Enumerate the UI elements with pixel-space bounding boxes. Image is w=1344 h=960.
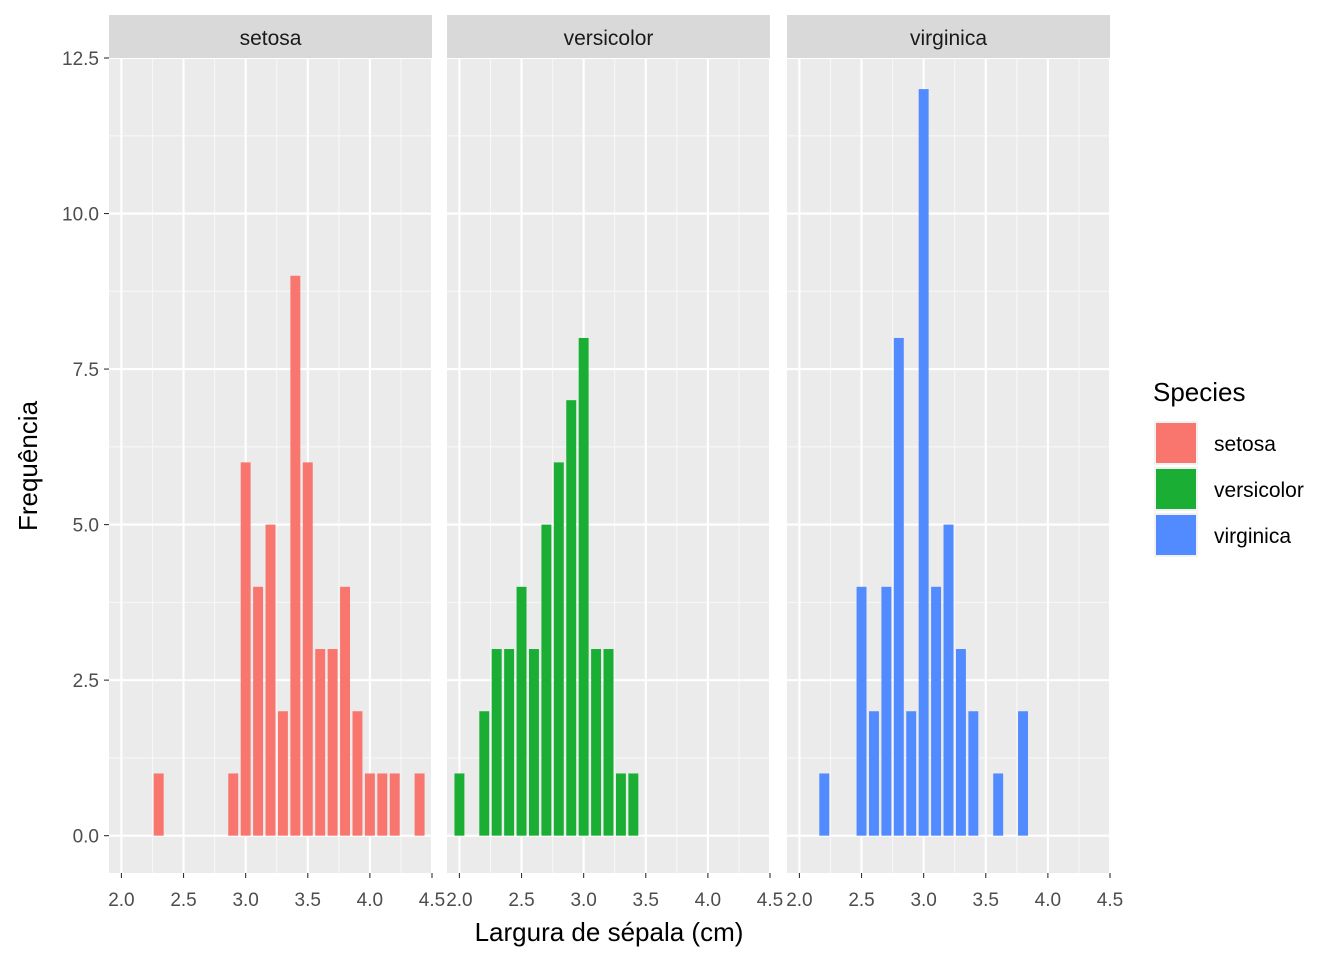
histogram-bar-setosa (327, 649, 338, 836)
histogram-bar-versicolor (504, 649, 515, 836)
x-tick-label: 4.0 (1035, 890, 1061, 911)
legend-title: Species (1153, 377, 1246, 407)
histogram-bar-setosa (340, 586, 351, 836)
x-tick-label: 4.0 (695, 890, 721, 911)
histogram-bar-virginica (968, 711, 979, 836)
x-tick-label: 2.0 (786, 890, 812, 911)
histogram-bar-virginica (931, 586, 942, 836)
x-tick-label: 4.5 (419, 890, 445, 911)
x-tick-label: 2.5 (848, 890, 874, 911)
histogram-bar-setosa (265, 524, 276, 836)
y-tick-label: 12.5 (62, 49, 99, 70)
histogram-bar-versicolor (491, 649, 502, 836)
facet-strip (109, 15, 432, 58)
histogram-bar-versicolor (479, 711, 490, 836)
legend-swatch-versicolor (1156, 469, 1196, 509)
histogram-bar-setosa (315, 649, 326, 836)
histogram-bar-setosa (153, 773, 164, 836)
histogram-bar-setosa (364, 773, 375, 836)
histogram-bar-virginica (881, 586, 892, 836)
histogram-bar-virginica (993, 773, 1004, 836)
legend-label: versicolor (1214, 479, 1304, 502)
facet-strip-label: versicolor (564, 27, 654, 50)
histogram-bar-setosa (389, 773, 400, 836)
x-tick-label: 2.0 (446, 890, 472, 911)
histogram-bar-setosa (228, 773, 239, 836)
x-tick-label: 2.0 (108, 890, 134, 911)
histogram-bar-virginica (918, 89, 929, 836)
facet-panel-versicolor: versicolor 2.0 2.5 3.0 3.5 4.0 4.5 (446, 15, 783, 911)
histogram-bar-virginica (1018, 711, 1029, 836)
histogram-bar-versicolor (603, 649, 614, 836)
histogram-bar-setosa (377, 773, 388, 836)
legend-swatch-setosa (1156, 423, 1196, 463)
x-tick-label: 3.0 (232, 890, 258, 911)
x-tick-label: 3.0 (570, 890, 596, 911)
x-tick-label: 3.5 (973, 890, 999, 911)
x-tick-label: 2.5 (170, 890, 196, 911)
facet-panel-virginica: virginica 2.0 2.5 3.0 3.5 4.0 4.5 (786, 15, 1123, 911)
histogram-bar-versicolor (454, 773, 465, 836)
histogram-bar-versicolor (591, 649, 602, 836)
x-tick-label: 3.5 (633, 890, 659, 911)
histogram-bar-virginica (906, 711, 917, 836)
legend-swatch-virginica (1156, 515, 1196, 555)
facet-strip (447, 15, 770, 58)
histogram-bar-setosa (277, 711, 288, 836)
histogram-bar-setosa (253, 586, 264, 836)
x-tick-label: 4.5 (757, 890, 783, 911)
y-tick-label: 5.0 (73, 516, 99, 537)
x-tick-label: 3.5 (295, 890, 321, 911)
histogram-bar-virginica (943, 524, 954, 836)
histogram-bar-setosa (302, 462, 313, 836)
y-axis-title: Frequência (13, 400, 43, 531)
histogram-bar-versicolor (615, 773, 626, 836)
facet-strip-label: virginica (910, 27, 987, 50)
legend-label: setosa (1214, 433, 1276, 456)
histogram-bar-virginica (856, 586, 867, 836)
y-tick-label: 7.5 (73, 360, 99, 381)
x-tick-label: 3.0 (910, 890, 936, 911)
legend: Species setosa versicolor virginica (1153, 377, 1304, 557)
histogram-bar-virginica (955, 649, 966, 836)
facet-strip (787, 15, 1110, 58)
histogram-bar-setosa (290, 275, 301, 836)
facet-strip-label: setosa (240, 27, 302, 50)
histogram-bar-versicolor (578, 337, 589, 836)
histogram-bar-versicolor (566, 400, 577, 836)
y-tick-label: 0.0 (73, 827, 99, 848)
y-tick-label: 10.0 (62, 205, 99, 226)
histogram-bar-versicolor (528, 649, 539, 836)
histogram-bar-versicolor (541, 524, 552, 836)
facet-panel-setosa: setosa 2.0 2.5 3.0 3.5 4.0 4.5 (108, 15, 445, 911)
histogram-bar-setosa (240, 462, 251, 836)
x-tick-label: 4.5 (1097, 890, 1123, 911)
histogram-bar-versicolor (516, 586, 527, 836)
histogram-bar-setosa (352, 711, 363, 836)
histogram-bar-setosa (414, 773, 425, 836)
histogram-bar-virginica (819, 773, 830, 836)
x-axis-title: Largura de sépala (cm) (475, 917, 744, 947)
x-tick-label: 4.0 (357, 890, 383, 911)
histogram-bar-versicolor (628, 773, 639, 836)
histogram-bar-virginica (868, 711, 879, 836)
legend-label: virginica (1214, 525, 1291, 548)
x-tick-label: 2.5 (508, 890, 534, 911)
histogram-bar-virginica (893, 337, 904, 836)
histogram-bar-versicolor (553, 462, 564, 836)
y-tick-label: 2.5 (73, 671, 99, 692)
